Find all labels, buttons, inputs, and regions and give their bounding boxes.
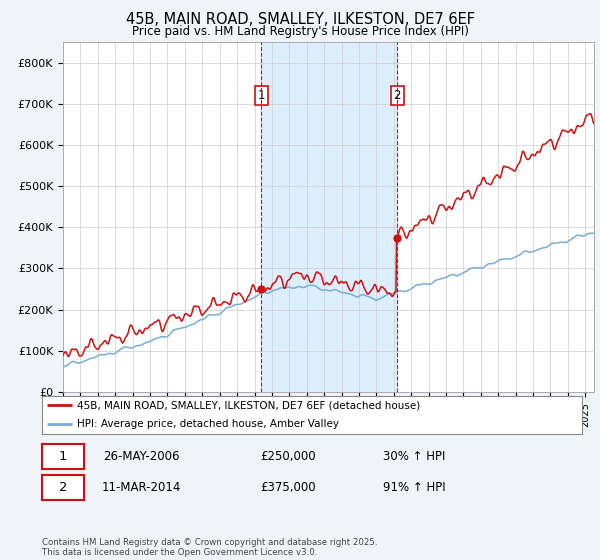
Text: 2: 2 — [394, 89, 401, 102]
Text: 2: 2 — [59, 481, 67, 494]
Text: Contains HM Land Registry data © Crown copyright and database right 2025.
This d: Contains HM Land Registry data © Crown c… — [42, 538, 377, 557]
Text: £375,000: £375,000 — [260, 481, 316, 494]
Bar — [262, 42, 397, 392]
Text: 91% ↑ HPI: 91% ↑ HPI — [383, 481, 445, 494]
Text: HPI: Average price, detached house, Amber Valley: HPI: Average price, detached house, Ambe… — [77, 419, 339, 430]
Text: 11-MAR-2014: 11-MAR-2014 — [101, 481, 181, 494]
Text: 45B, MAIN ROAD, SMALLEY, ILKESTON, DE7 6EF: 45B, MAIN ROAD, SMALLEY, ILKESTON, DE7 6… — [125, 12, 475, 27]
Text: 26-MAY-2006: 26-MAY-2006 — [103, 450, 179, 463]
Text: 1: 1 — [59, 450, 67, 463]
Text: 45B, MAIN ROAD, SMALLEY, ILKESTON, DE7 6EF (detached house): 45B, MAIN ROAD, SMALLEY, ILKESTON, DE7 6… — [77, 400, 421, 410]
Text: 30% ↑ HPI: 30% ↑ HPI — [383, 450, 445, 463]
Text: 1: 1 — [258, 89, 265, 102]
Text: £250,000: £250,000 — [260, 450, 316, 463]
Text: Price paid vs. HM Land Registry's House Price Index (HPI): Price paid vs. HM Land Registry's House … — [131, 25, 469, 38]
